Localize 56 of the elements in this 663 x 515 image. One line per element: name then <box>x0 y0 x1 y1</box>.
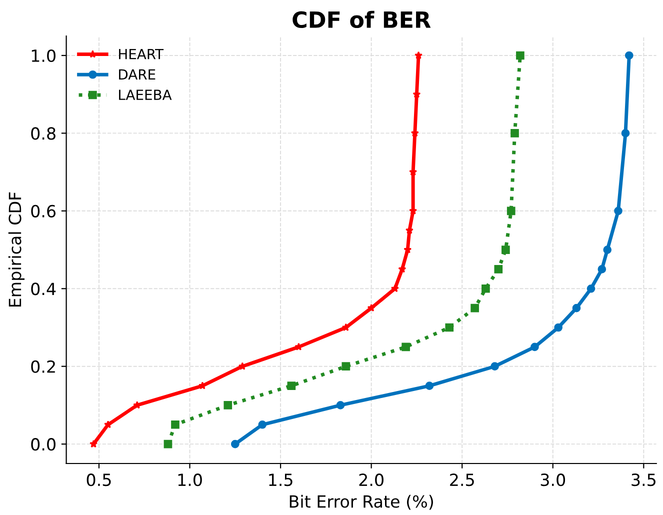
point <box>414 51 423 59</box>
point <box>342 323 350 331</box>
point <box>224 401 232 410</box>
point <box>494 265 503 274</box>
x-tick-label: 3.5 <box>632 474 656 486</box>
point <box>614 206 622 216</box>
point <box>367 304 376 312</box>
x-tick-label: 1.0 <box>178 474 202 486</box>
point <box>90 440 98 448</box>
point <box>342 362 350 371</box>
point <box>425 382 434 390</box>
point <box>621 129 630 138</box>
chart-title: CDF of BER <box>292 10 431 28</box>
point <box>336 401 345 410</box>
point <box>510 129 519 138</box>
x-axis-title: Bit Error Rate (%) <box>290 494 433 510</box>
y-tick-label: 0.4 <box>31 282 56 296</box>
x-tick-label: 1.5 <box>269 474 292 486</box>
point <box>530 342 539 352</box>
point <box>258 420 267 429</box>
point <box>516 51 524 60</box>
point <box>470 304 479 312</box>
legend-label: DARE <box>119 69 156 80</box>
legend-label: HEART <box>119 48 164 60</box>
point <box>482 284 490 293</box>
point <box>506 206 516 216</box>
point <box>586 284 596 293</box>
x-tick-label: 2.5 <box>450 474 474 486</box>
y-tick-label: 0.6 <box>31 204 56 218</box>
point <box>598 265 606 274</box>
y-tick-label: 0.8 <box>31 127 56 140</box>
point <box>624 51 634 60</box>
point <box>390 284 399 292</box>
point <box>287 382 296 390</box>
legend-label: LAEEBA <box>119 90 172 100</box>
x-tick-label: 2.0 <box>359 474 384 486</box>
point <box>238 362 246 370</box>
point <box>230 440 240 448</box>
point <box>445 323 454 332</box>
point <box>104 420 112 428</box>
point <box>554 323 562 332</box>
point <box>502 246 510 254</box>
point <box>164 440 172 448</box>
y-tick-label: 0.2 <box>31 360 55 373</box>
y-tick-label: 1.0 <box>32 49 56 62</box>
point <box>572 304 581 312</box>
y-axis-title: Empirical CDF <box>8 192 25 307</box>
point <box>603 246 612 254</box>
point <box>402 342 410 352</box>
point <box>198 382 206 390</box>
x-tick-label: 0.5 <box>86 474 111 486</box>
point <box>171 420 180 429</box>
point <box>398 265 406 273</box>
point <box>490 362 499 371</box>
x-tick-label: 3.0 <box>540 474 566 486</box>
y-tick-label: 0.0 <box>31 438 56 451</box>
